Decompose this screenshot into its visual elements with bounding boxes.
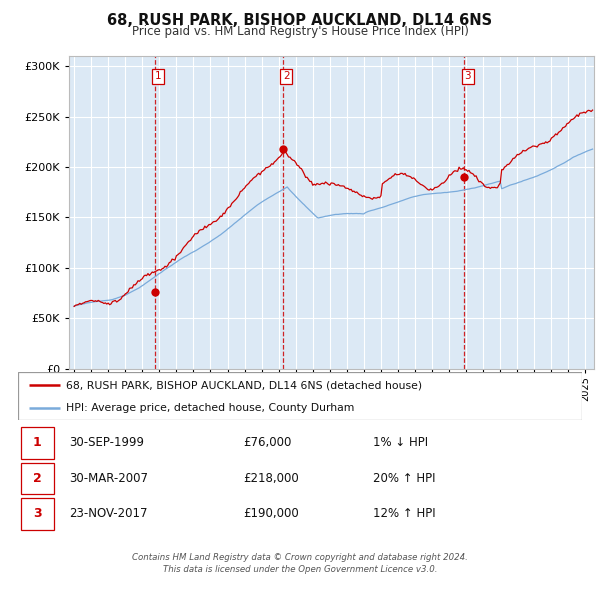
Text: 12% ↑ HPI: 12% ↑ HPI [373, 507, 436, 520]
Text: 23-NOV-2017: 23-NOV-2017 [69, 507, 147, 520]
Text: 30-SEP-1999: 30-SEP-1999 [69, 437, 144, 450]
Bar [21, 428, 53, 458]
Text: 1% ↓ HPI: 1% ↓ HPI [373, 437, 428, 450]
Text: 68, RUSH PARK, BISHOP AUCKLAND, DL14 6NS (detached house): 68, RUSH PARK, BISHOP AUCKLAND, DL14 6NS… [66, 380, 422, 390]
Text: 2: 2 [33, 472, 41, 485]
Text: £218,000: £218,000 [244, 472, 299, 485]
Text: 3: 3 [33, 507, 41, 520]
Text: 68, RUSH PARK, BISHOP AUCKLAND, DL14 6NS: 68, RUSH PARK, BISHOP AUCKLAND, DL14 6NS [107, 13, 493, 28]
Text: HPI: Average price, detached house, County Durham: HPI: Average price, detached house, Coun… [66, 402, 355, 412]
Text: Price paid vs. HM Land Registry's House Price Index (HPI): Price paid vs. HM Land Registry's House … [131, 25, 469, 38]
Text: Contains HM Land Registry data © Crown copyright and database right 2024.: Contains HM Land Registry data © Crown c… [132, 553, 468, 562]
Text: 1: 1 [155, 71, 162, 81]
Text: £76,000: £76,000 [244, 437, 292, 450]
Text: 2: 2 [283, 71, 290, 81]
Text: 1: 1 [33, 437, 41, 450]
Text: 20% ↑ HPI: 20% ↑ HPI [373, 472, 436, 485]
Bar [21, 463, 53, 494]
Text: 30-MAR-2007: 30-MAR-2007 [69, 472, 148, 485]
Text: This data is licensed under the Open Government Licence v3.0.: This data is licensed under the Open Gov… [163, 565, 437, 573]
Text: £190,000: £190,000 [244, 507, 299, 520]
Bar [21, 499, 53, 529]
Text: 3: 3 [464, 71, 471, 81]
